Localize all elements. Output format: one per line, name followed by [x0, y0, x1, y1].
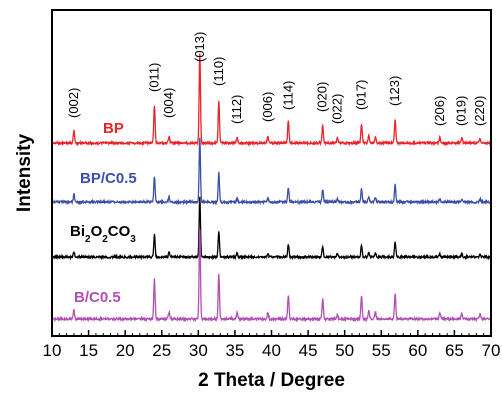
plot-lines [52, 53, 491, 323]
x-tick-label: 30 [189, 341, 208, 360]
x-tick-label: 35 [225, 341, 244, 360]
peak-label: (004) [161, 88, 176, 118]
peak-label: (114) [280, 81, 295, 110]
x-tick-label: 10 [43, 341, 62, 360]
x-tick-label: 20 [116, 341, 135, 360]
peak-label: (011) [146, 63, 161, 92]
x-axis-title: 2 Theta / Degree [198, 370, 345, 391]
series-label: Bi2O2CO3 [70, 223, 136, 245]
series-label: B/C0.5 [74, 289, 121, 306]
peak-label: (220) [472, 96, 487, 126]
series-line [52, 196, 491, 261]
series-line [52, 137, 491, 206]
x-tick-label: 65 [445, 341, 464, 360]
x-tick-label: 40 [262, 341, 281, 360]
x-tick-label: 50 [335, 341, 354, 360]
peak-labels: (002) (011)(004) (013) (110)(112) (006) (114)… [66, 32, 487, 126]
x-tick-label: 15 [79, 341, 98, 360]
series-line [52, 229, 491, 323]
series-label: BP/C0.5 [80, 170, 137, 187]
x-tick-label: 25 [152, 341, 171, 360]
x-tick-label: 60 [408, 341, 427, 360]
series-label: BP [103, 120, 124, 137]
peak-label: (110) [211, 57, 226, 86]
series-line [52, 53, 491, 147]
x-tick-label: 55 [372, 341, 391, 360]
peak-label: (112) [229, 95, 244, 124]
peak-label: (019) [454, 96, 469, 126]
peak-label: (013) [192, 32, 207, 62]
peak-label: (123) [387, 76, 402, 106]
x-ticks: 10 15 20 25 30 35 40 45 50 55 60 65 70 [43, 330, 501, 360]
y-axis-title: Intensity [14, 134, 35, 213]
x-tick-label: 45 [299, 341, 318, 360]
series-labels: BP BP/C0.5 Bi2O2CO3 B/C0.5 [70, 120, 137, 306]
peak-label: (206) [432, 96, 447, 126]
peak-label: (006) [260, 92, 275, 122]
peak-label: (020) [315, 82, 330, 112]
peak-label: (002) [66, 88, 81, 118]
peak-label: (017) [353, 80, 368, 110]
peak-label: (022) [329, 94, 344, 124]
x-tick-label: 70 [482, 341, 501, 360]
